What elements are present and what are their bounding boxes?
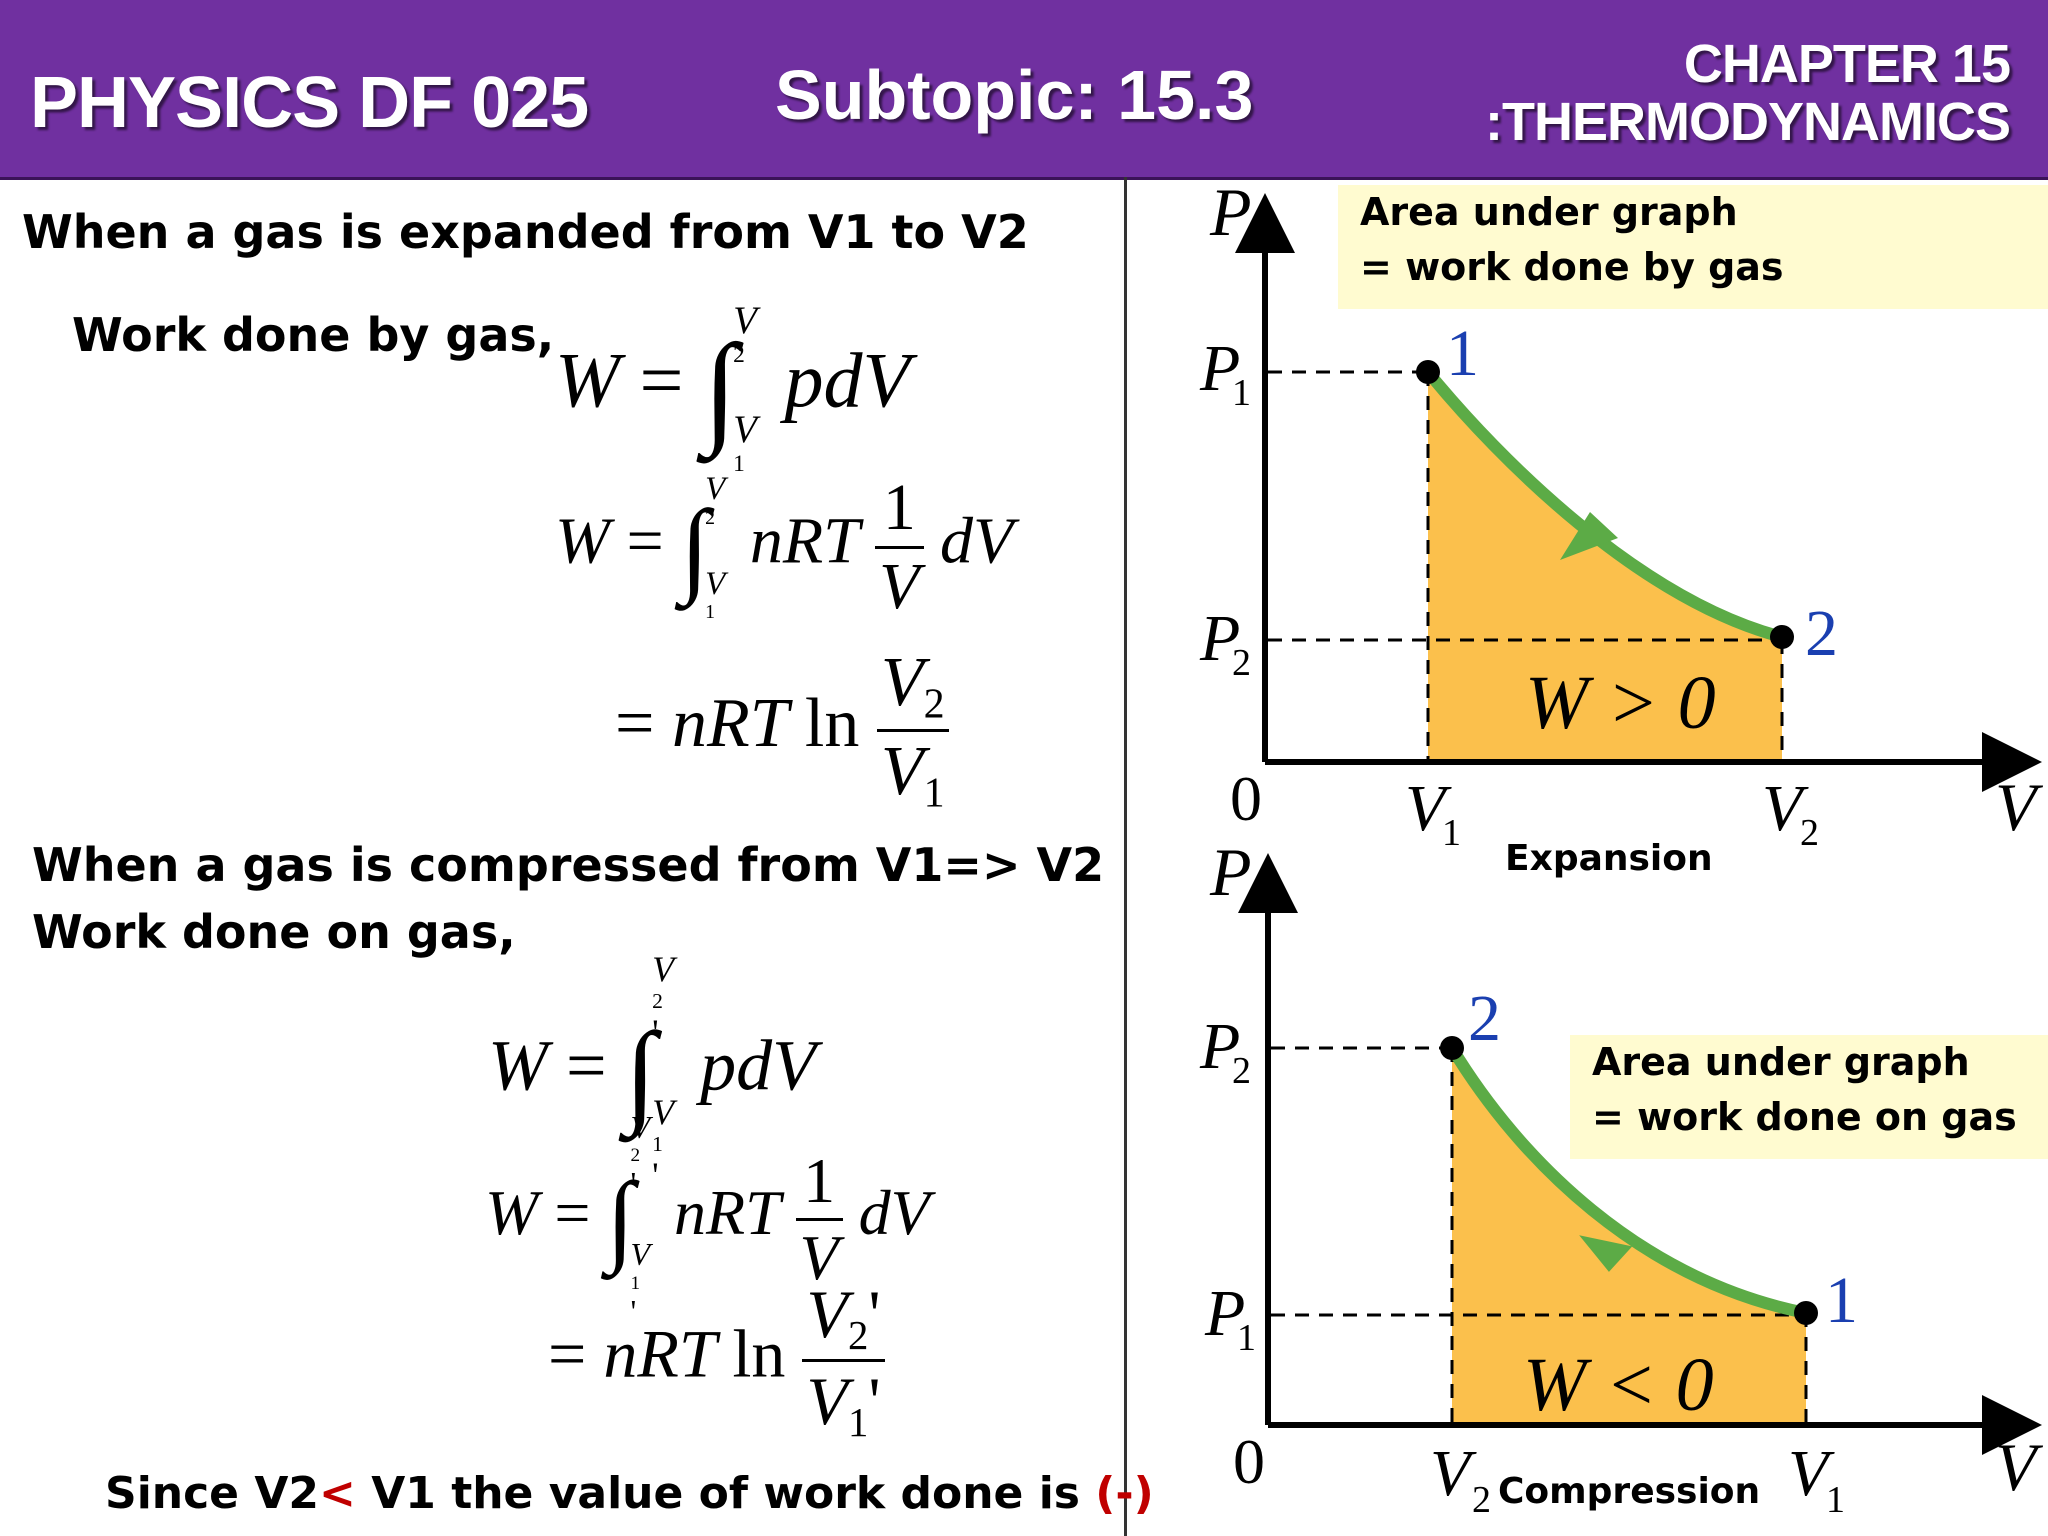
expansion-v1-sub: 1 bbox=[1442, 812, 1461, 854]
course-title: PHYSICS DF 025 bbox=[30, 63, 589, 143]
compression-p2-label: P bbox=[1199, 1010, 1240, 1083]
compression-x-label: V bbox=[1995, 1429, 2044, 1505]
expansion-origin: 0 bbox=[1230, 763, 1262, 834]
eq-term-pdv: pdV bbox=[784, 336, 911, 424]
expansion-graph bbox=[1235, 193, 2042, 792]
chapter-line-2: :THERMODYNAMICS bbox=[1485, 92, 2011, 152]
chapter-line-1: CHAPTER 15 bbox=[1683, 34, 2011, 94]
expansion-heading: When a gas is expanded from V1 to V2 bbox=[22, 205, 1029, 259]
expansion-x-label: V bbox=[1995, 769, 2044, 845]
compression-v2-sub: 2 bbox=[1472, 1479, 1491, 1521]
expansion-state-1-label: 1 bbox=[1446, 317, 1479, 390]
expansion-p2-label: P bbox=[1199, 602, 1240, 675]
equation-expansion-result: = nRT ln V2 V1 bbox=[615, 643, 949, 817]
equation-compression-result: = nRT ln V2' V1' bbox=[548, 1275, 885, 1446]
conclusion-text: Since V2< V1 the value of work done is (… bbox=[105, 1468, 1154, 1519]
expansion-p1-sub: 1 bbox=[1232, 372, 1251, 414]
compression-y-label: P bbox=[1209, 834, 1252, 910]
compression-origin: 0 bbox=[1233, 1426, 1265, 1497]
compression-state-2-label: 2 bbox=[1468, 982, 1501, 1055]
compression-curve bbox=[1446, 1044, 1808, 1319]
compression-direction-arrow bbox=[1579, 1235, 1633, 1272]
compression-note-line-2: = work done on gas bbox=[1592, 1095, 2017, 1139]
compression-area bbox=[1452, 1048, 1806, 1425]
equation-compression-integral: W = ∫ V 2 ' V 1 ' pdV bbox=[488, 949, 817, 1196]
expansion-y-label: P bbox=[1209, 174, 1252, 250]
expansion-p1-label: P bbox=[1199, 332, 1240, 405]
expansion-caption: Expansion bbox=[1505, 838, 1713, 879]
expansion-p2-sub: 2 bbox=[1232, 642, 1251, 684]
expansion-sign-label: W > 0 bbox=[1525, 661, 1716, 745]
compression-state-2-dot bbox=[1440, 1036, 1464, 1060]
compression-caption: Compression bbox=[1498, 1471, 1760, 1512]
compression-heading: When a gas is compressed from V1=> V2 bbox=[32, 838, 1105, 892]
compression-p1-sub: 1 bbox=[1237, 1317, 1256, 1359]
expansion-curve bbox=[1423, 368, 1784, 643]
compression-state-1-label: 1 bbox=[1825, 1264, 1858, 1337]
expansion-direction-arrow bbox=[1560, 512, 1618, 560]
expansion-v2-sub: 2 bbox=[1800, 812, 1819, 854]
eq-symbol-w: W bbox=[555, 336, 620, 424]
expansion-state-2-label: 2 bbox=[1805, 597, 1838, 670]
eq-symbol-equals: = bbox=[639, 336, 684, 424]
compression-graph bbox=[1238, 853, 2042, 1455]
compression-v1-label: V bbox=[1788, 1437, 1835, 1510]
expansion-note-line-2: = work done by gas bbox=[1360, 245, 1784, 289]
integral-sign: ∫ bbox=[702, 319, 738, 458]
work-on-gas-label: Work done on gas, bbox=[32, 905, 516, 959]
subtopic-title: Subtopic: 15.3 bbox=[775, 56, 1254, 134]
slide-header: PHYSICS DF 025 Subtopic: 15.3 CHAPTER 15… bbox=[0, 0, 2048, 180]
expansion-note: Area under graph = work done by gas bbox=[1338, 185, 2048, 309]
expansion-state-2-dot bbox=[1770, 625, 1794, 649]
compression-state-1-dot bbox=[1794, 1301, 1818, 1325]
chapter-title: CHAPTER 15 :THERMODYNAMICS bbox=[1485, 34, 2011, 152]
work-by-gas-label: Work done by gas, bbox=[72, 308, 555, 362]
compression-v2-label: V bbox=[1430, 1437, 1477, 1510]
expansion-v2-label: V bbox=[1762, 772, 1809, 845]
compression-p1-label: P bbox=[1204, 1277, 1245, 1350]
expansion-note-line-1: Area under graph bbox=[1360, 190, 1738, 234]
compression-note: Area under graph = work done on gas bbox=[1570, 1035, 2048, 1159]
compression-p2-sub: 2 bbox=[1232, 1050, 1251, 1092]
column-divider bbox=[1124, 177, 1127, 1536]
equation-expansion-integral: W = ∫ V 2 V 1 pdV bbox=[555, 299, 911, 477]
compression-note-line-1: Area under graph bbox=[1592, 1040, 1970, 1084]
expansion-state-1-dot bbox=[1416, 360, 1440, 384]
compression-sign-label: W < 0 bbox=[1523, 1343, 1714, 1427]
compression-v1-sub: 1 bbox=[1826, 1479, 1845, 1521]
expansion-v1-label: V bbox=[1405, 772, 1452, 845]
